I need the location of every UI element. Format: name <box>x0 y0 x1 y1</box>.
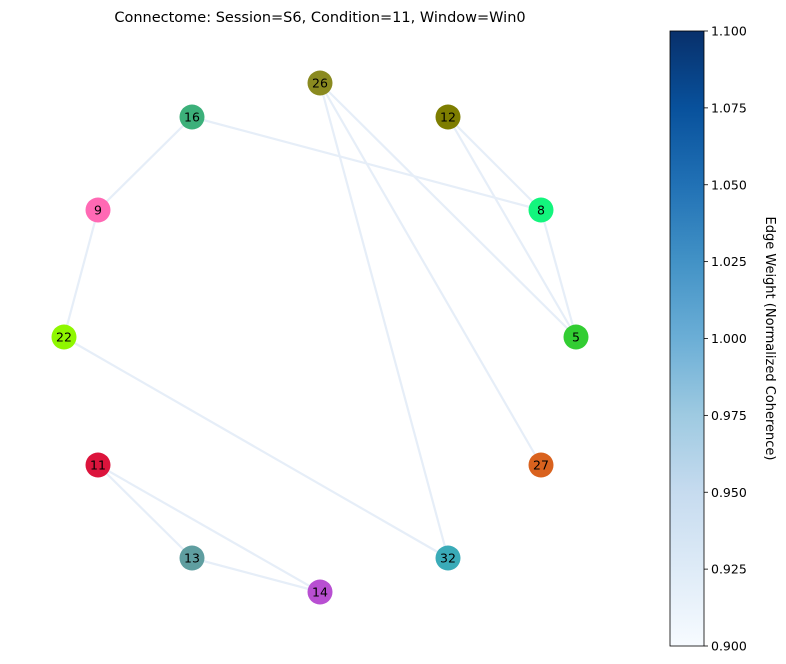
node-label: 5 <box>572 330 580 345</box>
edge-22-32 <box>63 336 449 559</box>
node-circle <box>528 452 554 478</box>
node-label: 32 <box>440 551 456 566</box>
colorbar-tick-label: 1.075 <box>711 100 747 115</box>
edge-9-22 <box>62 209 100 338</box>
node-16: 16 <box>179 104 205 130</box>
node-circle <box>435 545 461 571</box>
colorbar-ticks: 0.900 0.925 0.950 0.975 1.000 1.025 1.050 1.075… <box>704 24 747 654</box>
node-label: 13 <box>184 551 200 566</box>
edge-8-5 <box>539 209 578 338</box>
colorbar: 0.900 0.925 0.950 0.975 1.000 1.025 1.050 1.075… <box>669 24 777 654</box>
edge-12-5 <box>447 116 577 338</box>
node-circle <box>85 197 111 223</box>
colorbar-label: Edge Weight (Normalized Coherence) <box>762 217 777 461</box>
node-circle <box>51 324 77 350</box>
node-circle <box>179 104 205 130</box>
node-label: 8 <box>537 203 545 218</box>
colorbar-tick-label: 1.000 <box>711 331 747 346</box>
node-circle <box>563 324 589 350</box>
nodes-layer: 26 12 16 8 9 5 22 11 27 13 32 14 <box>51 70 589 605</box>
node-circle <box>307 70 333 96</box>
node-circle <box>307 579 333 605</box>
edge-26-32 <box>318 82 450 559</box>
node-label: 22 <box>56 330 72 345</box>
node-13: 13 <box>179 545 205 571</box>
node-label: 16 <box>184 110 200 125</box>
colorbar-tick-label: 1.050 <box>711 177 747 192</box>
edge-16-9 <box>97 116 193 211</box>
node-label: 9 <box>94 203 102 218</box>
node-circle <box>85 452 111 478</box>
node-5: 5 <box>563 324 589 350</box>
node-label: 11 <box>90 458 106 473</box>
node-9: 9 <box>85 197 111 223</box>
node-32: 32 <box>435 545 461 571</box>
node-circle <box>179 545 205 571</box>
node-11: 11 <box>85 452 111 478</box>
edges-layer <box>62 82 578 594</box>
node-label: 27 <box>533 458 549 473</box>
edge-26-5 <box>319 82 577 338</box>
colorbar-tick-label: 0.975 <box>711 408 747 423</box>
colorbar-gradient <box>669 30 705 647</box>
node-label: 14 <box>312 585 328 600</box>
chart-title: Connectome: Session=S6, Condition=11, Wi… <box>114 10 525 26</box>
colorbar-tick-label: 0.950 <box>711 485 747 500</box>
node-circle <box>435 104 461 130</box>
node-27: 27 <box>528 452 554 478</box>
node-12: 12 <box>435 104 461 130</box>
colorbar-tick-label: 0.900 <box>711 639 747 654</box>
edge-26-27 <box>319 82 542 466</box>
colorbar-tick-label: 0.925 <box>711 562 747 577</box>
node-26: 26 <box>307 70 333 96</box>
colorbar-tick-label: 1.025 <box>711 254 747 269</box>
edge-12-8 <box>447 116 542 211</box>
node-14: 14 <box>307 579 333 605</box>
node-circle <box>528 197 554 223</box>
edge-13-14 <box>191 556 321 594</box>
colorbar-tick-label: 1.100 <box>711 24 747 39</box>
node-8: 8 <box>528 197 554 223</box>
edge-11-14 <box>97 464 321 593</box>
edge-11-13 <box>97 464 193 559</box>
node-22: 22 <box>51 324 77 350</box>
node-label: 26 <box>312 76 328 91</box>
node-label: 12 <box>440 110 456 125</box>
